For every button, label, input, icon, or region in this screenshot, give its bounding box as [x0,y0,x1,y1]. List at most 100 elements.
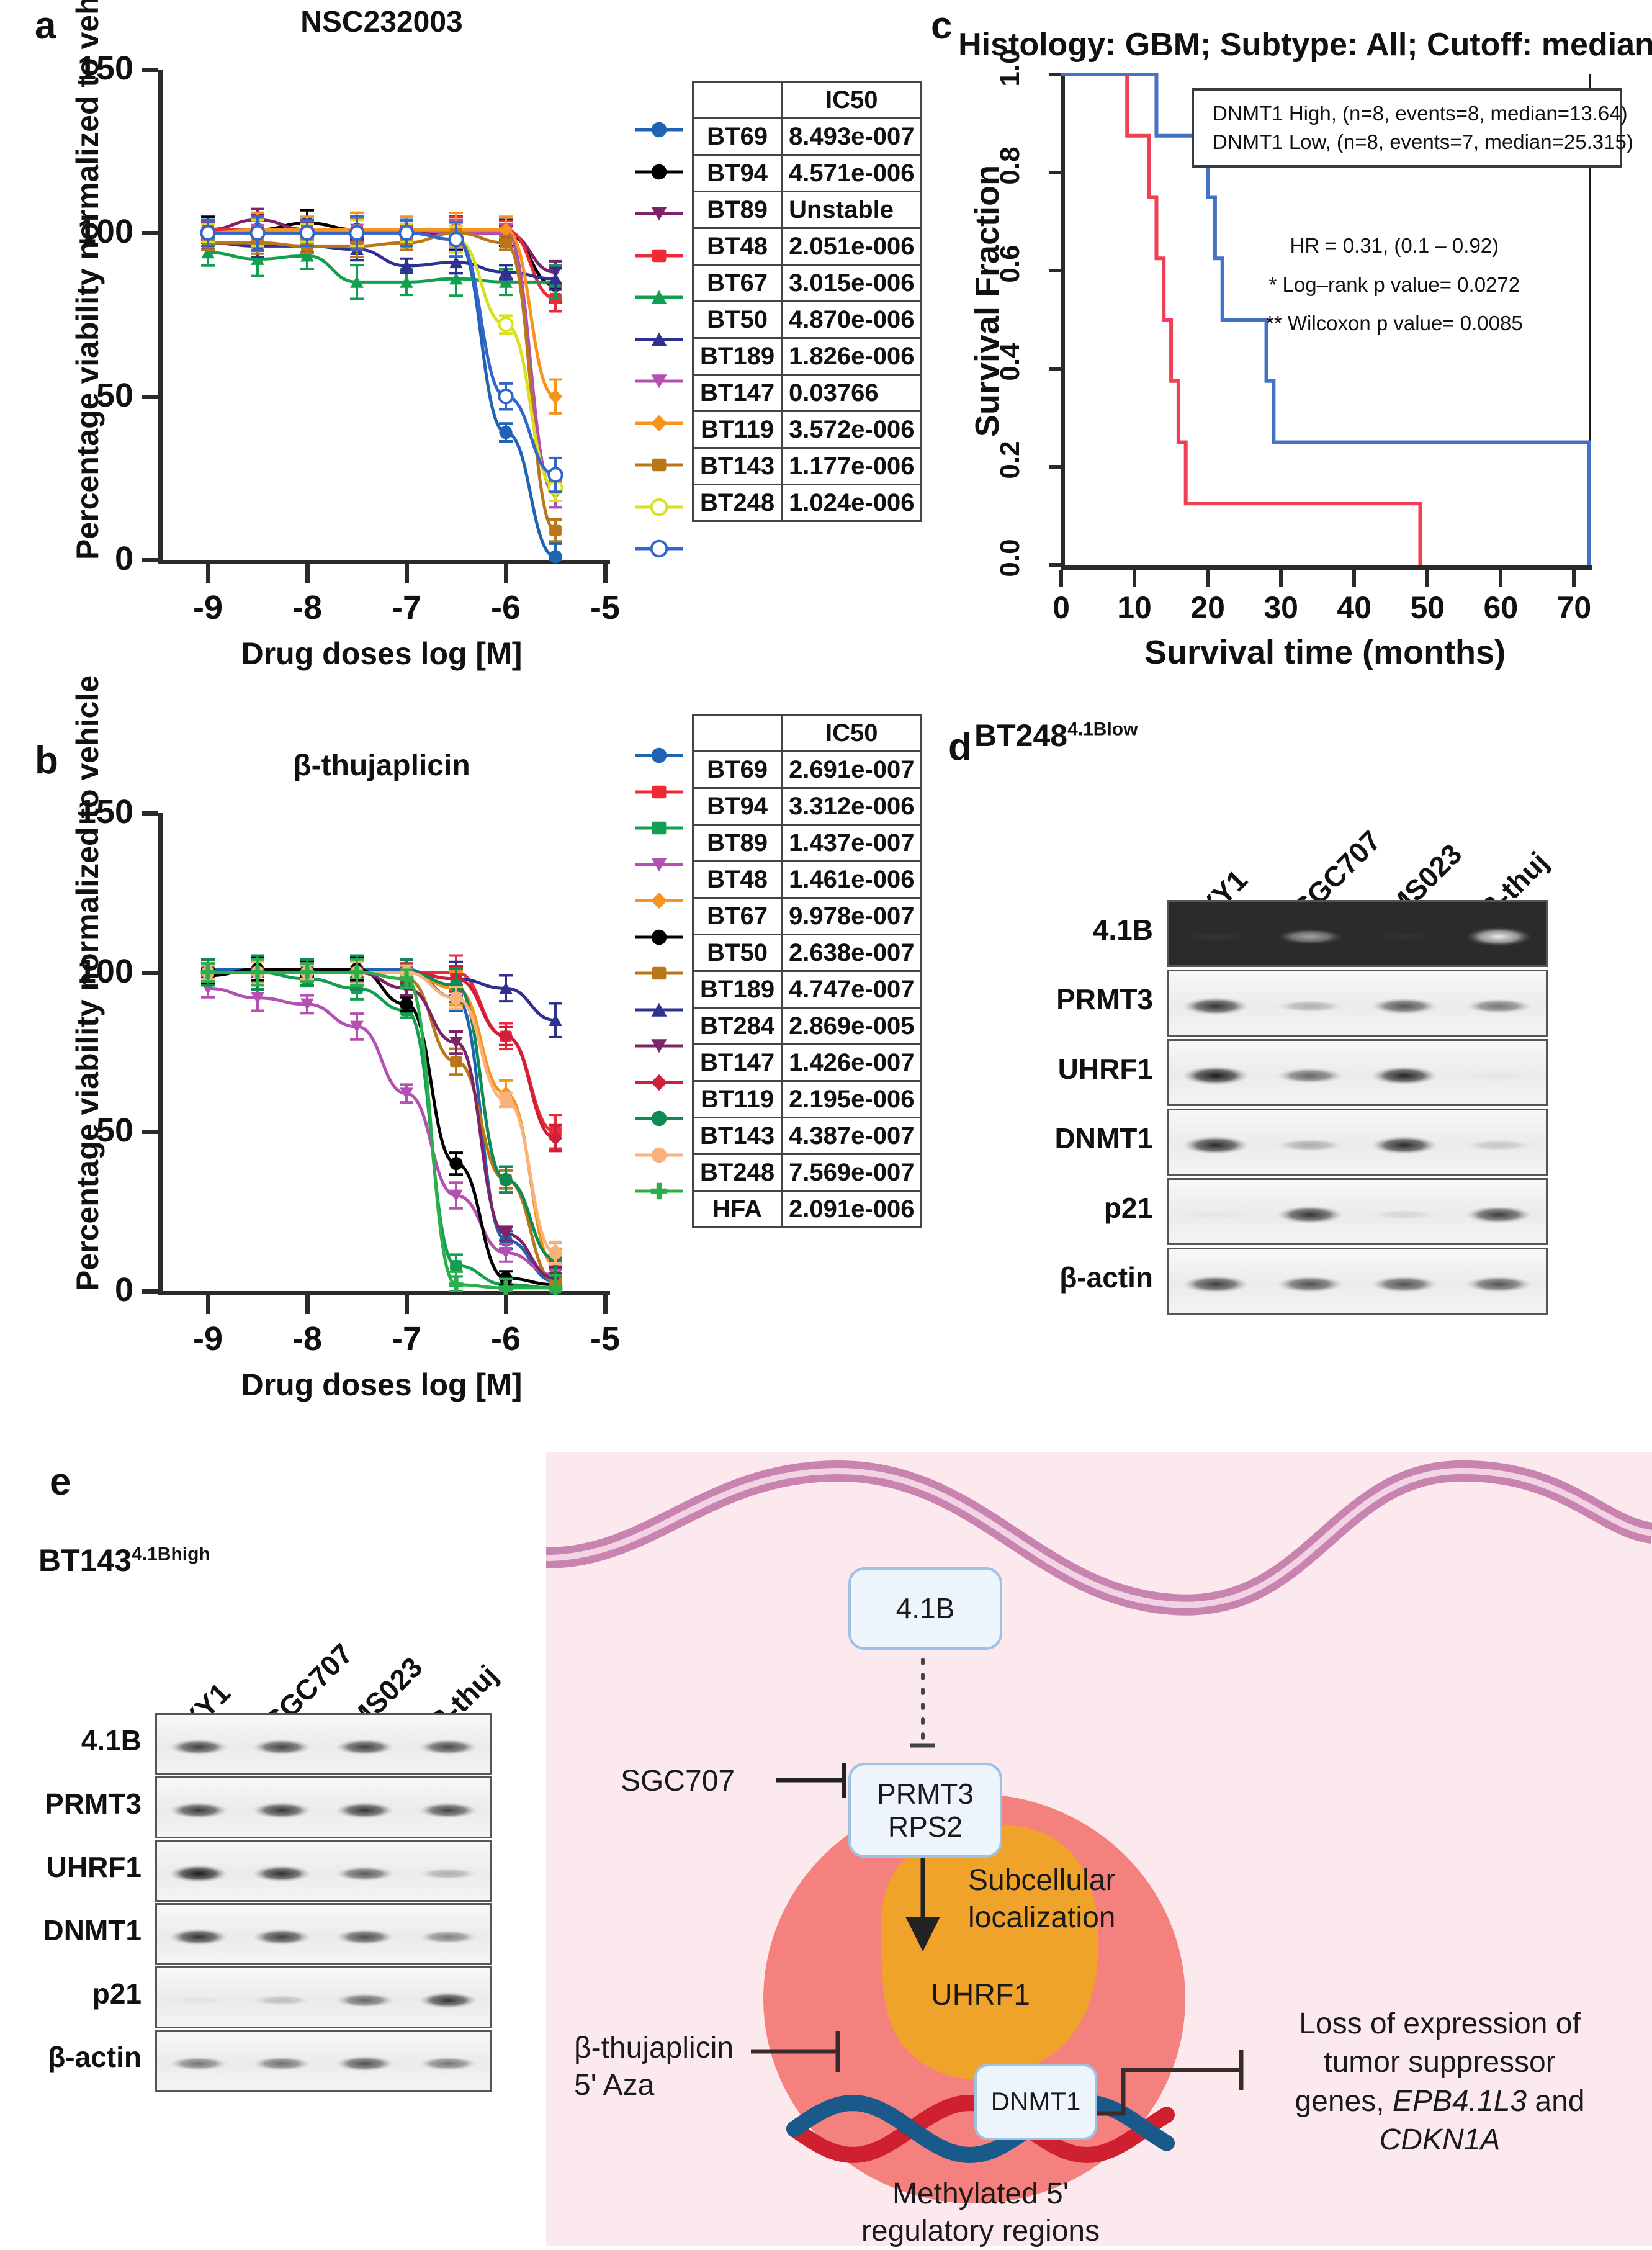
data-point-BT48 [400,1087,413,1100]
legend-marker-BT143 [635,497,683,518]
band-p21-XY1 [170,1996,227,2005]
band-DNMT1-SGC707 [253,1929,310,1945]
x-tick [1133,570,1137,587]
data-point-BT48 [300,998,314,1010]
band-β-actin-MS023 [1372,1276,1437,1293]
blot-strip-β-actin [155,2030,492,2092]
data-point-BT147 [548,389,563,404]
data-point-BT248 [398,225,415,241]
y-tick-label: 0 [114,540,133,577]
series-line-BT67 [208,971,556,1267]
band-DNMT1-β-thuj [420,1930,477,1944]
panel-f-mechanism-diagram: 4.1B PRMT3 RPS2 DNMT1 SGC707 β-thujaplicin 5' … [546,1452,1652,2248]
legend-marker-BT189 [635,963,683,984]
data-point-BT143 [498,317,514,333]
survival-legend: DNMT1 High, (n=8, events=8, median=13.64… [1192,88,1633,168]
table-row: BT48 1.461e-006 [691,860,923,899]
legend-marker-BT48 [635,854,683,875]
legend-marker-BT248 [635,538,683,559]
x-tick [603,1295,608,1314]
x-tick [305,1295,310,1314]
data-point-BT248 [448,232,464,248]
survival-curve-DNMT1 High [1061,73,1422,565]
legend-marker-BT94 [635,781,683,803]
label-methylated-regions-line: Methylated 5' [892,2177,1069,2210]
x-axis-line [158,1291,610,1295]
ic50-value: 4.870e-006 [781,300,923,339]
panel-letter-e: e [50,1460,71,1503]
ic50-value: 2.195e-006 [781,1080,923,1118]
panel-letter-c: c [931,4,953,47]
blot-row-label-4.1B: 4.1B [1092,914,1153,946]
band-PRMT3-β-thuj [420,1802,477,1819]
y-tick [1049,465,1061,469]
y-axis-line [158,813,163,1291]
legend-marker-BT50 [635,329,683,350]
legend-marker-BT147 [635,1035,683,1056]
x-tick-label: -8 [292,589,322,626]
y-tick [142,394,158,399]
y-tick [1049,563,1061,567]
data-point-BT119 [498,1028,513,1043]
legend-row-DNMT1 Low: DNMT1 Low, (n=8, events=7, median=25.315… [1204,130,1633,154]
band-UHRF1-SGC707 [253,1865,310,1882]
blot-strip-p21 [155,1966,492,2028]
table-row: BT189 1.826e-006 [691,337,923,376]
x-tick [405,1295,409,1314]
panel-letter-d: d [948,726,972,768]
band-UHRF1-SGC707 [1278,1068,1342,1084]
data-point-BT69 [549,550,562,564]
blot-title: BT2484.1Blow [974,718,1138,754]
uhrf1-blob [881,1824,1098,2079]
ic50-value: 2.691e-007 [781,750,923,789]
band-4.1B-MS023 [1372,932,1437,942]
data-point-BT147 [498,222,513,237]
table-row: BT189 4.747e-007 [691,970,923,1009]
table-row: BT48 2.051e-006 [691,227,923,266]
band-4.1B-β-thuj [1466,927,1531,947]
table-row: BT89 Unstable [691,191,923,229]
y-tick-label: 150 [77,793,133,830]
band-UHRF1-β-thuj [420,1868,477,1879]
legend-row-DNMT1 High: DNMT1 High, (n=8, events=8, median=13.64… [1204,102,1628,125]
x-axis-label: Drug doses log [M] [241,1367,523,1402]
blot-strip-4.1B [155,1713,492,1775]
data-point-BT284 [549,1014,562,1027]
cell-line-name: BT89 [691,824,783,862]
legend-marker-BT89 [635,203,683,224]
x-tick-label: -7 [391,589,421,626]
data-point-BT50 [449,1157,463,1171]
node-prmt3-rps2-text: RPS2 [887,1810,963,1843]
blot-row-label-β-actin: β-actin [48,2041,141,2073]
label-subcellular-localization-line: Subcellular [968,1864,1116,1897]
x-tick-label: 50 [1410,590,1445,625]
panel-d-western-blot: BT2484.1Blow XY1 SGC707 MS023 β-thuj 4.1B PRMT… [906,714,1652,1409]
band-DNMT1-MS023 [336,1929,393,1945]
blot-row-label-UHRF1: UHRF1 [46,1851,141,1883]
gene-epb41l3: EPB4.1L3 [1392,2084,1527,2118]
legend-marker-BT69 [635,745,683,766]
table-row: BT89 1.437e-007 [691,824,923,862]
cell-line-name: BT50 [691,300,783,339]
data-point-BT48 [449,1189,463,1202]
legend-marker-BT67 [635,890,683,911]
band-PRMT3-SGC707 [253,1802,310,1819]
band-UHRF1-β-thuj [1466,1071,1531,1081]
blot-cellline: BT143 [38,1543,132,1578]
band-PRMT3-β-thuj [1466,999,1531,1014]
node-prmt3-rps2: PRMT3 RPS2 [848,1763,1002,1858]
loss-genes-suffix: and [1527,2084,1585,2118]
x-tick [405,564,409,583]
connector-dnmt1-to-loss [1080,2068,1241,2116]
blot-strip-PRMT3 [1167,970,1548,1037]
x-tick [1572,570,1576,587]
x-tick [504,1295,508,1314]
data-point-BT50 [400,259,413,272]
survival-stats: HR = 0.31, (0.1 – 0.92) * Log–rank p valu… [1266,227,1523,343]
table-row: BT284 2.869e-005 [691,1007,923,1045]
chart-title: β-thujaplicin [293,749,470,782]
y-tick-label: 50 [96,1112,133,1150]
table-row: BT143 4.387e-007 [691,1117,923,1155]
band-UHRF1-MS023 [336,1866,393,1881]
x-axis-label: Survival time (months) [1144,634,1506,671]
